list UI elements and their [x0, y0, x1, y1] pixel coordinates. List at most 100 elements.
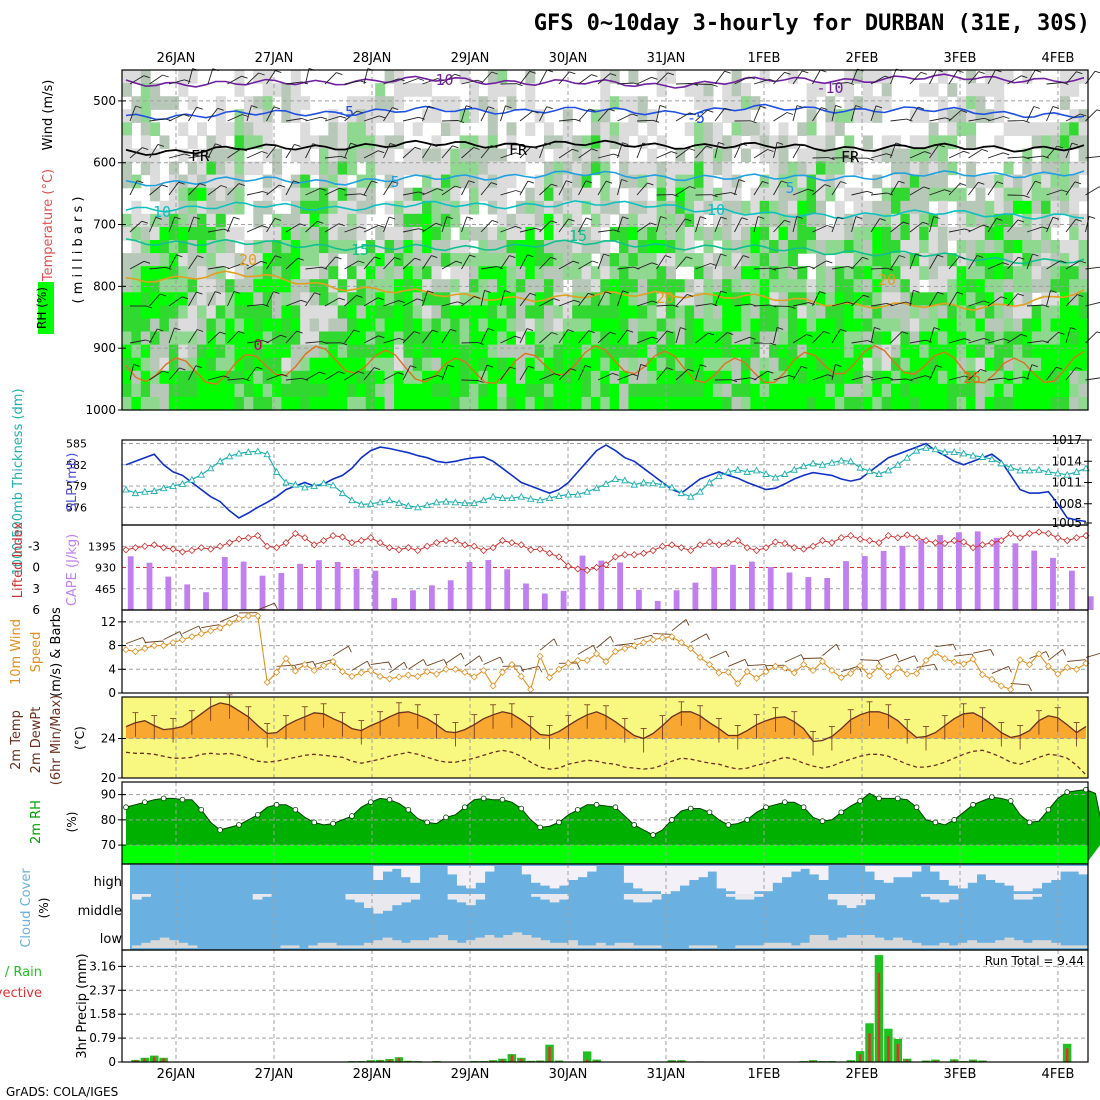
contour-label: 5: [390, 173, 399, 191]
wind-barb: [383, 372, 398, 381]
wind-barb: [851, 375, 868, 381]
thickness-marker: [235, 449, 243, 457]
rh2m-marker: [1064, 789, 1070, 795]
rh-cell: [1022, 213, 1033, 228]
rh-cell: [422, 279, 433, 293]
rh-cell: [806, 122, 817, 136]
rh-cell: [1069, 370, 1080, 385]
wind-barb: [422, 375, 438, 381]
rh-cell: [975, 213, 986, 228]
rh-cell: [1059, 240, 1070, 254]
rh-cell: [834, 253, 845, 267]
rh-cell: [506, 122, 517, 136]
rh-cell: [609, 266, 620, 280]
rh-cell: [928, 357, 939, 372]
li-marker: [536, 545, 544, 553]
thickness-marker: [141, 487, 149, 495]
rh-cell: [1078, 240, 1089, 254]
rh-cell: [412, 266, 423, 280]
rh-cell: [590, 213, 601, 228]
cloud-low-cell: [345, 945, 356, 948]
rh-cell: [1050, 344, 1061, 359]
wind-barb-flag: [741, 217, 748, 221]
rh-cell: [590, 279, 601, 293]
rh-cell: [853, 305, 864, 320]
rh-cell: [694, 344, 705, 359]
rh-cell: [356, 253, 367, 267]
thickness-marker: [639, 478, 648, 486]
wind-barb: [909, 151, 925, 159]
rh-cell: [243, 240, 254, 254]
wind-barb-flag: [651, 76, 658, 80]
li-marker: [367, 534, 375, 542]
cloud-cell-high: [670, 866, 680, 892]
wind-barb-flag: [1028, 684, 1033, 692]
rh-cell: [440, 200, 451, 215]
wind-barb-flag: [740, 142, 748, 146]
wind-barb-flag: [867, 157, 874, 161]
rh-cell: [759, 331, 770, 346]
rh-cell: [1050, 266, 1061, 280]
wind-barb: [480, 145, 492, 159]
rh-cell: [628, 344, 639, 359]
wind-barb-flag: [281, 373, 288, 377]
rh-cell: [375, 318, 386, 333]
rh-cell: [534, 253, 545, 267]
top-date-label: 28JAN: [353, 51, 392, 66]
wind-barb: [500, 255, 510, 270]
rh-cell: [215, 253, 226, 267]
y-tick-label: 600: [93, 156, 116, 170]
rh-cell: [666, 200, 676, 215]
rh-cell: [844, 148, 855, 163]
wind-barb-flag: [319, 371, 326, 375]
rh-cell: [628, 331, 639, 346]
rh-cell: [975, 174, 986, 189]
wind-barb: [792, 334, 807, 344]
wind-barb-flag: [612, 372, 619, 376]
rh-cell: [319, 253, 329, 267]
cloud-cell-middle: [456, 894, 467, 903]
rh-cell: [375, 279, 386, 293]
rh-cell: [1022, 266, 1033, 280]
wind-barb: [168, 216, 176, 233]
rh-cell: [937, 200, 948, 215]
rh-cell: [356, 226, 367, 241]
wind-barb: [1007, 293, 1019, 307]
rh-cell: [525, 266, 536, 280]
wind-barb-flag: [176, 254, 183, 258]
wind-barb: [402, 228, 419, 233]
rh-cell: [450, 344, 461, 359]
wind-barb-flag: [1042, 304, 1050, 308]
rh-cell: [262, 370, 273, 385]
rh-cell: [328, 344, 339, 359]
cloud-low-cell: [688, 945, 699, 948]
rh-cell: [562, 383, 573, 398]
wind-barb-flag: [913, 289, 920, 293]
li-marker: [677, 544, 685, 552]
rh-cell: [525, 96, 536, 110]
y-tick-label: 3.16: [89, 959, 116, 973]
rh-cell: [909, 266, 920, 280]
rh-cell: [309, 187, 320, 202]
rh-cell: [806, 200, 817, 215]
rh-cell: [844, 357, 855, 372]
rh-cell: [487, 357, 498, 372]
rh-cell: [187, 200, 198, 215]
rh-cell: [919, 344, 930, 359]
rh-cell: [984, 240, 995, 254]
wind-barb-flag: [990, 649, 995, 656]
rh-cell: [469, 318, 479, 333]
wind-barb-flag: [622, 142, 629, 146]
rh-cell: [206, 357, 217, 372]
rh-cell: [975, 331, 986, 346]
wind-barb: [1026, 364, 1033, 381]
wind-barb: [168, 181, 179, 196]
wind-barb: [1046, 217, 1054, 233]
thickness-marker: [1072, 467, 1081, 475]
li-marker: [583, 566, 591, 574]
wind-barb-flag: [944, 189, 951, 193]
rh-cell: [375, 305, 386, 320]
rh-cell: [834, 213, 845, 228]
thickness-marker: [649, 479, 657, 487]
wind-barb: [597, 73, 611, 85]
